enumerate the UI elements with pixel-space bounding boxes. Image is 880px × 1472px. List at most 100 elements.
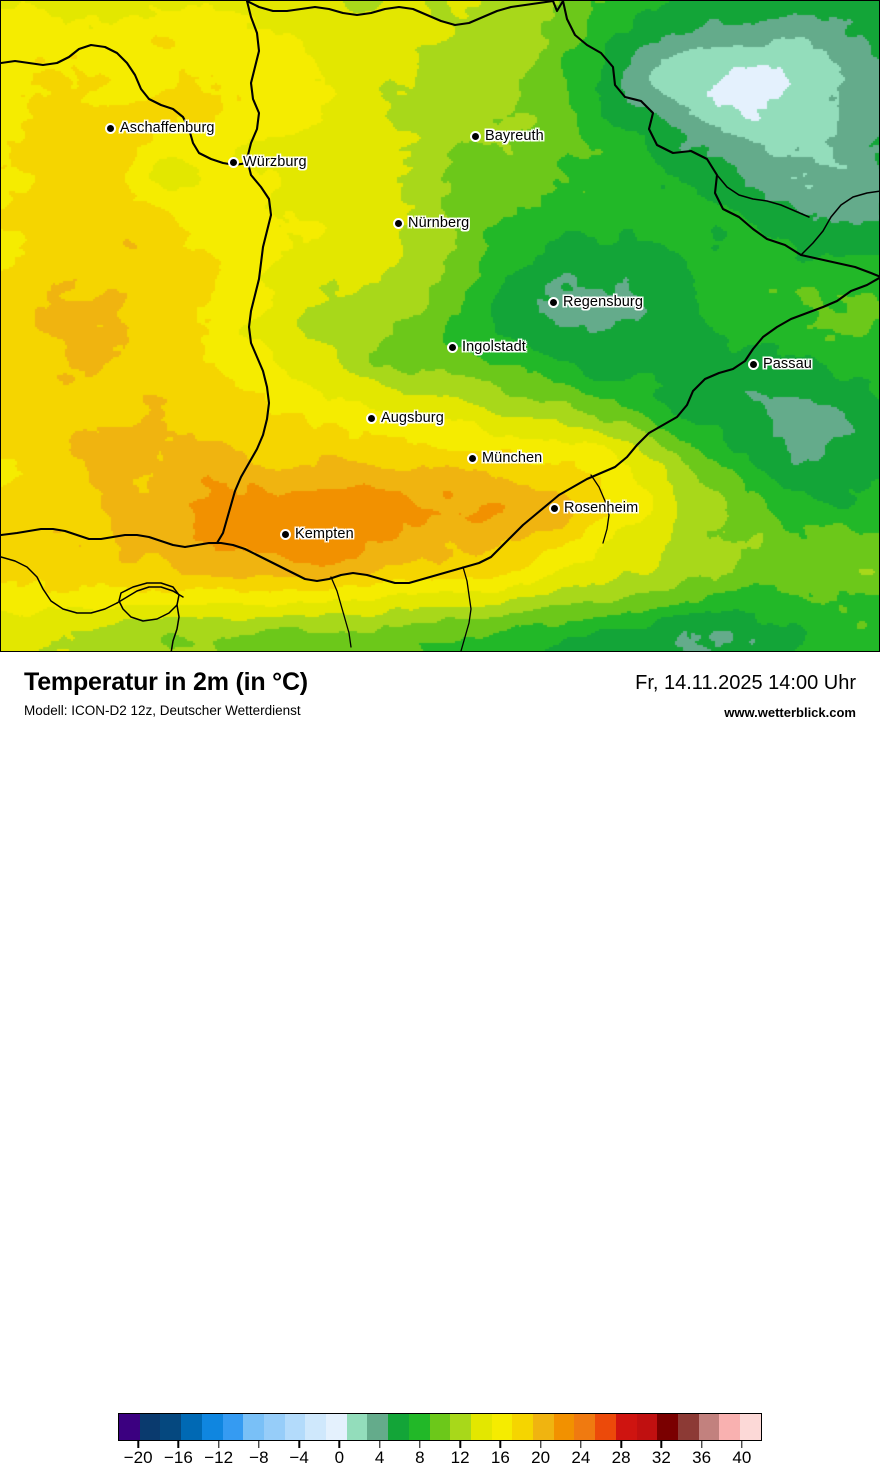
- colorbar-swatch: [636, 1414, 658, 1440]
- colorbar-swatch: [346, 1414, 368, 1440]
- temperature-colorbar: −20 −16 −12 −8 −4 0 4 8 12 16 20 24 28 32 36 40: [118, 1413, 762, 1472]
- map-pin-icon: [228, 156, 239, 168]
- city-label: Aschaffenburg: [120, 120, 215, 136]
- city-label: Würzburg: [243, 154, 307, 170]
- map-pin-icon: [470, 130, 481, 142]
- title-block: Temperatur in 2m (in °C) Modell: ICON-D2…: [24, 668, 308, 719]
- city-label: Regensburg: [563, 294, 643, 310]
- colorbar-ticks: [118, 1441, 762, 1448]
- colorbar-swatch: [574, 1414, 596, 1440]
- valid-time-label: Fr, 14.11.2025 14:00 Uhr: [635, 672, 856, 694]
- city-marker[interactable]: Aschaffenburg: [105, 120, 215, 136]
- model-subtitle: Modell: ICON-D2 12z, Deutscher Wetterdie…: [24, 703, 301, 719]
- colorbar-swatch: [491, 1414, 513, 1440]
- colorbar-tick-label: 12: [450, 1448, 470, 1467]
- colorbar-swatch: [512, 1414, 534, 1440]
- colorbar-swatch: [698, 1414, 720, 1440]
- colorbar-tick: [177, 1441, 180, 1448]
- colorbar-tick-label: 28: [611, 1448, 631, 1467]
- city-marker[interactable]: Augsburg: [366, 410, 444, 426]
- weather-map-panel[interactable]: Aschaffenburg Würzburg Bayreuth Nürnberg Reg…: [0, 0, 880, 652]
- city-marker[interactable]: Kempten: [280, 526, 354, 542]
- colorbar-swatch: [222, 1414, 244, 1440]
- colorbar-tick-label: −12: [204, 1448, 234, 1467]
- colorbar-tick: [499, 1441, 502, 1448]
- colorbar-tick-label: 0: [334, 1448, 345, 1467]
- temperature-field-canvas: [1, 1, 879, 651]
- colorbar-swatch: [429, 1414, 451, 1440]
- city-marker[interactable]: Ingolstadt: [447, 339, 526, 355]
- colorbar-swatch: [367, 1414, 389, 1440]
- colorbar-tick: [741, 1441, 743, 1448]
- colorbar-swatch: [305, 1414, 327, 1440]
- colorbar-swatch: [615, 1414, 637, 1440]
- city-marker[interactable]: Bayreuth: [470, 128, 544, 144]
- colorbar-tick: [298, 1441, 300, 1448]
- colorbar-swatch: [470, 1414, 492, 1440]
- colorbar-swatches: [118, 1413, 762, 1441]
- colorbar-tick-label: 20: [531, 1448, 551, 1467]
- colorbar-tick: [539, 1441, 542, 1448]
- colorbar-tick-label: 40: [732, 1448, 752, 1467]
- map-pin-icon: [549, 502, 560, 514]
- colorbar-tick: [660, 1441, 663, 1448]
- colorbar-swatch: [263, 1414, 285, 1440]
- colorbar-swatch: [719, 1414, 741, 1440]
- city-marker[interactable]: Nürnberg: [393, 215, 469, 231]
- colorbar-swatch: [243, 1414, 264, 1440]
- colorbar-tick: [338, 1441, 341, 1448]
- city-label: München: [482, 450, 543, 466]
- city-marker[interactable]: Passau: [748, 356, 812, 372]
- city-label: Ingolstadt: [462, 339, 526, 355]
- colorbar-swatch: [160, 1414, 182, 1440]
- colorbar-tick-label: 16: [490, 1448, 510, 1467]
- map-pin-icon: [748, 358, 759, 370]
- colorbar-swatch: [408, 1414, 430, 1440]
- colorbar-swatch: [677, 1414, 699, 1440]
- colorbar-swatch: [533, 1414, 554, 1440]
- colorbar-tick-label: 8: [415, 1448, 425, 1467]
- colorbar-tick-label: 36: [692, 1448, 712, 1467]
- colorbar-swatch: [595, 1414, 616, 1440]
- city-label: Nürnberg: [408, 215, 470, 231]
- city-label: Rosenheim: [564, 500, 639, 516]
- city-marker[interactable]: München: [467, 450, 542, 466]
- city-marker[interactable]: Würzburg: [228, 154, 307, 170]
- colorbar-swatch: [388, 1414, 409, 1440]
- colorbar-swatch: [181, 1414, 202, 1440]
- map-pin-icon: [447, 341, 458, 353]
- colorbar-tick-label: −8: [249, 1448, 269, 1467]
- city-marker[interactable]: Regensburg: [548, 294, 643, 310]
- colorbar-tick: [217, 1441, 220, 1448]
- site-url-label: www.wetterblick.com: [724, 705, 856, 720]
- colorbar-tick-label: −20: [123, 1448, 153, 1467]
- colorbar-swatch: [201, 1414, 223, 1440]
- colorbar-tick-label: 24: [571, 1448, 591, 1467]
- colorbar-tick: [258, 1441, 260, 1448]
- meta-block: Fr, 14.11.2025 14:00 Uhr www.wetterblick…: [635, 672, 856, 720]
- colorbar-tick: [459, 1441, 461, 1448]
- map-pin-icon: [467, 452, 478, 464]
- colorbar-tick: [700, 1441, 703, 1448]
- colorbar-tick: [620, 1441, 622, 1448]
- colorbar-tick: [580, 1441, 582, 1448]
- colorbar-tick: [378, 1441, 381, 1448]
- colorbar-tick-label: −4: [289, 1448, 309, 1467]
- map-pin-icon: [548, 296, 559, 308]
- colorbar-swatch: [326, 1414, 347, 1440]
- colorbar-tick: [137, 1441, 139, 1448]
- city-label: Augsburg: [381, 410, 444, 426]
- colorbar-tick: [419, 1441, 421, 1448]
- colorbar-swatch: [119, 1414, 140, 1440]
- map-pin-icon: [393, 217, 404, 229]
- colorbar-tick-label: −16: [163, 1448, 193, 1467]
- city-label: Passau: [763, 356, 812, 372]
- city-marker[interactable]: Rosenheim: [549, 500, 638, 516]
- footer-panel: Temperatur in 2m (in °C) Modell: ICON-D2…: [0, 652, 880, 1467]
- colorbar-tick-label: 4: [374, 1448, 385, 1467]
- page-title: Temperatur in 2m (in °C): [24, 668, 308, 696]
- colorbar-swatch: [450, 1414, 471, 1440]
- colorbar-tick-label: 32: [651, 1448, 671, 1467]
- colorbar-swatch: [657, 1414, 678, 1440]
- map-pin-icon: [280, 528, 291, 540]
